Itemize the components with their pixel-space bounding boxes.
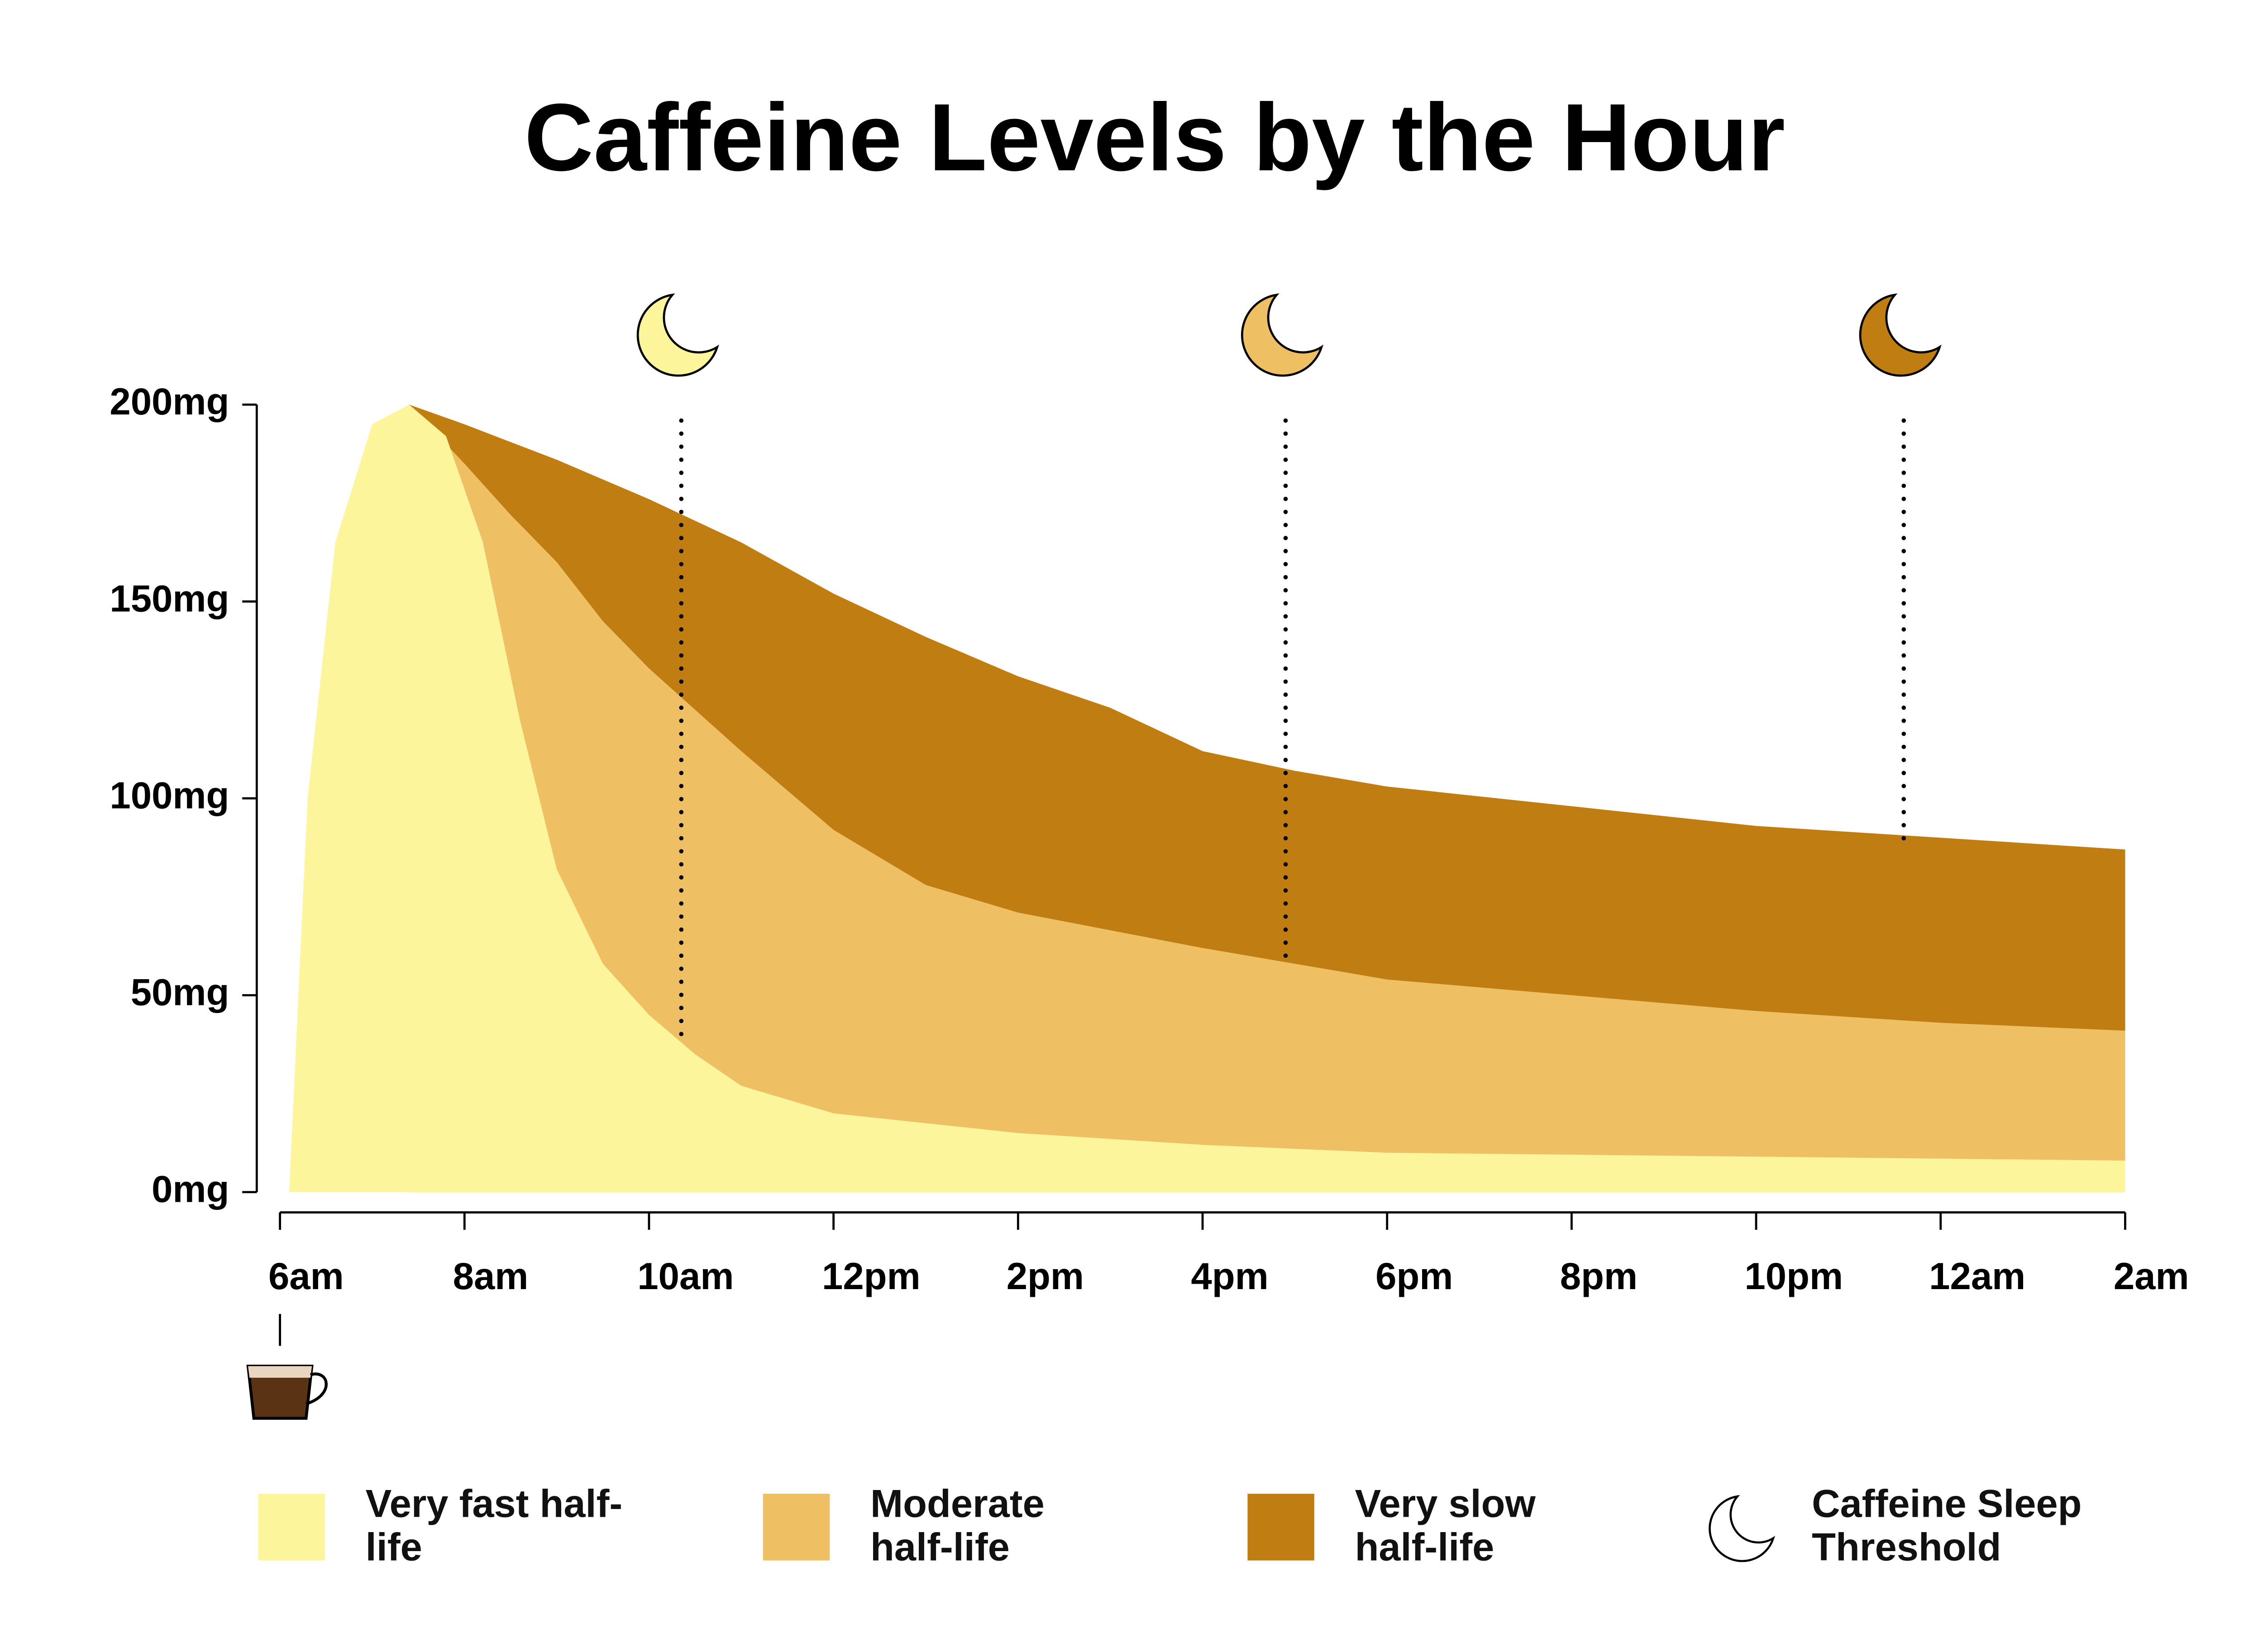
area — [289, 405, 2125, 1192]
x-tick-label: 10pm — [1744, 1255, 1843, 1297]
x-tick-label: 6am — [268, 1255, 344, 1297]
x-tick-label: 8am — [453, 1255, 529, 1297]
threshold-moon — [1859, 293, 1942, 377]
y-tick-label: 0mg — [152, 1168, 229, 1210]
x-tick-label: 10am — [637, 1255, 734, 1297]
x-tick-label: 8pm — [1560, 1255, 1638, 1297]
chart-title: Caffeine Levels by the Hour — [524, 84, 1785, 190]
legend-moon — [1709, 1495, 1775, 1562]
threshold-moon — [1241, 293, 1323, 377]
y-tick-label: 150mg — [110, 577, 229, 619]
x-tick-label: 2pm — [1007, 1255, 1084, 1297]
x-tick-label: 2am — [2114, 1255, 2189, 1297]
x-tick-label: 6pm — [1375, 1255, 1453, 1297]
area — [409, 405, 2125, 1192]
legend-swatch — [1247, 1494, 1314, 1561]
x-tick-label: 4pm — [1191, 1255, 1268, 1297]
x-tick-label: 12am — [1929, 1255, 2025, 1297]
legend-label: Very fast half-life — [365, 1482, 623, 1569]
legend-swatch — [1709, 1495, 1775, 1562]
y-tick-label: 50mg — [131, 971, 229, 1014]
legend-label: Caffeine Sleep Threshold — [1812, 1482, 2082, 1569]
x-tick-label: 12pm — [822, 1255, 921, 1297]
coffee-cup — [246, 1314, 328, 1420]
y-tick-label: 200mg — [110, 381, 229, 423]
legend-item: Caffeine Sleep Threshold — [1704, 1482, 2145, 1572]
legend-item: Moderate half-life — [763, 1482, 1132, 1569]
y-tick-label: 100mg — [110, 774, 229, 816]
legend-swatch — [258, 1494, 325, 1561]
legend-item: Very fast half-life — [258, 1482, 627, 1569]
legend-swatch — [763, 1494, 830, 1561]
legend-label: Very slow half-life — [1355, 1482, 1536, 1569]
legend-label: Moderate half-life — [870, 1482, 1045, 1569]
threshold-moon — [636, 293, 719, 377]
legend-item: Very slow half-life — [1247, 1482, 1616, 1569]
